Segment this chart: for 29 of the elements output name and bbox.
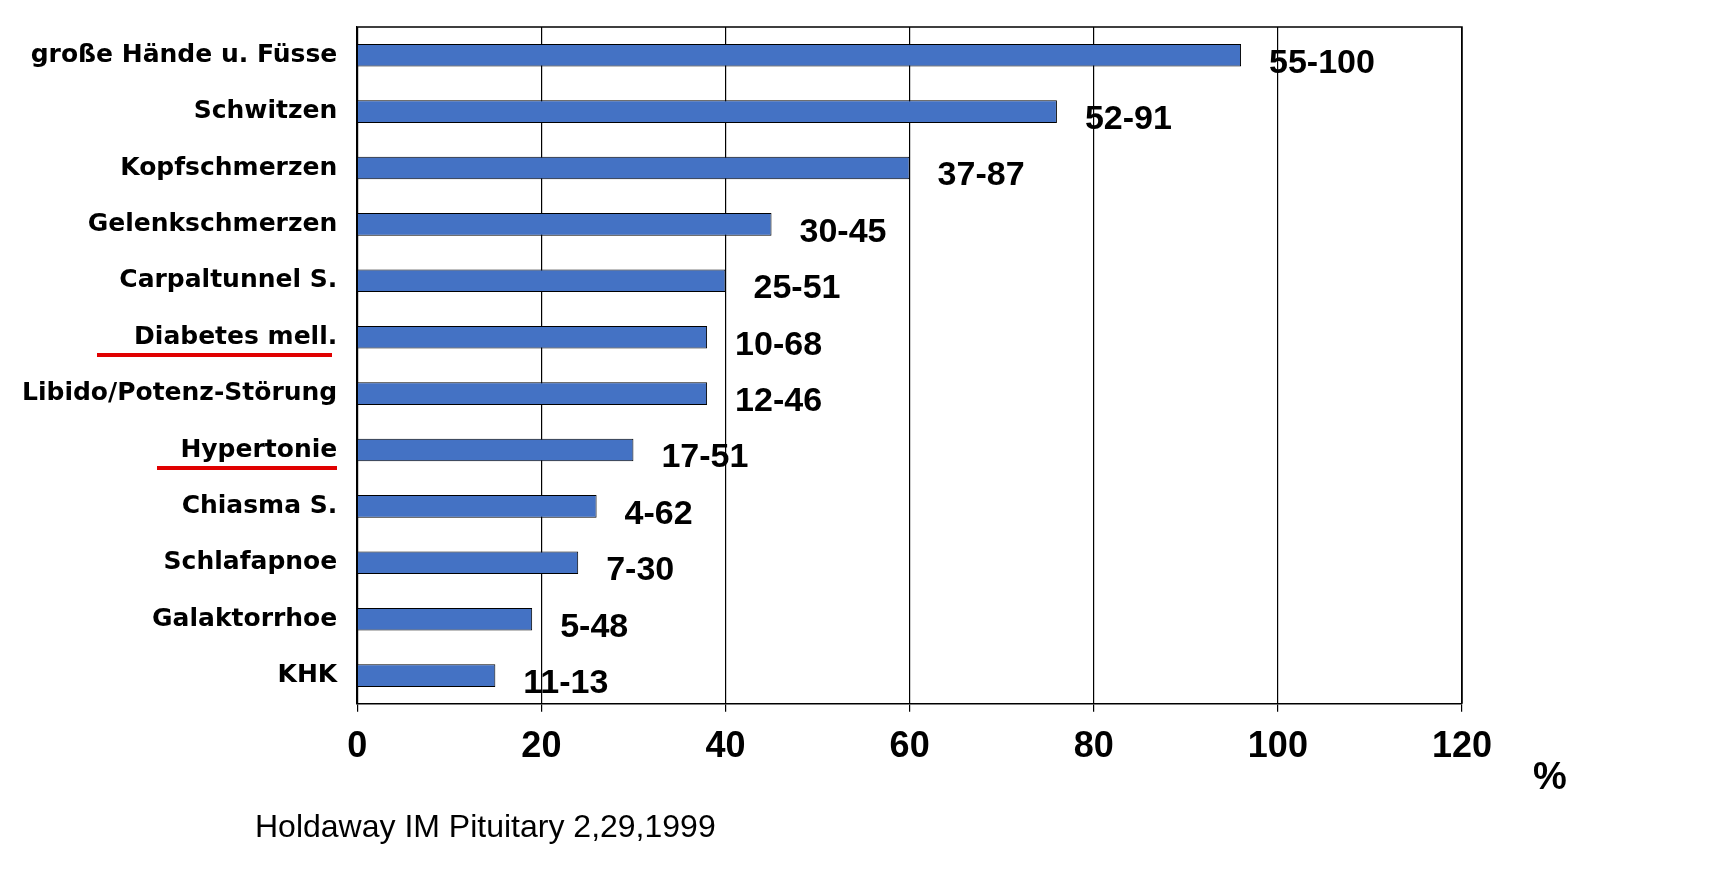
x-tick-label: 120 — [1431, 724, 1493, 766]
x-tick-label: 60 — [889, 724, 930, 766]
x-tick-label: 100 — [1247, 724, 1308, 766]
y-tick-label: Diabetes mell. — [134, 320, 338, 350]
y-tick-label: Carpaltunnel S. — [119, 264, 338, 294]
y-tick-label: Galaktorrhoe — [152, 602, 338, 632]
y-tick-label: große Hände u. Füsse — [30, 38, 338, 68]
y-tick-label: Gelenkschmerzen — [87, 207, 338, 237]
y-tick-label: Kopfschmerzen — [120, 151, 338, 181]
y-tick-label: Chiasma S. — [181, 489, 338, 519]
data-label: 10-68 — [735, 323, 823, 362]
x-tick-label: 20 — [521, 724, 562, 766]
x-axis-title: % — [1533, 755, 1567, 798]
x-tick-label: 80 — [1073, 724, 1114, 766]
y-tick-label: Schwitzen — [193, 95, 338, 125]
data-label: 7-30 — [606, 549, 675, 588]
text: Holdaway IM Pituitary 2,29,1999 — [255, 808, 716, 845]
y-tick-label: KHK — [277, 659, 339, 689]
data-label: 12-46 — [735, 379, 823, 418]
y-tick-label: Libido/Potenz-Störung — [22, 377, 338, 407]
data-label: 5-48 — [560, 605, 629, 644]
x-tick-label: 40 — [705, 724, 746, 766]
data-label: 4-62 — [624, 492, 693, 531]
data-label: 25-51 — [753, 267, 841, 306]
data-label: 30-45 — [799, 210, 887, 249]
data-label: 37-87 — [937, 154, 1025, 193]
y-tick-label: Schlafapnoe — [163, 546, 338, 576]
x-tick-label: 0 — [347, 724, 368, 766]
y-tick-label: Hypertonie — [180, 433, 338, 463]
